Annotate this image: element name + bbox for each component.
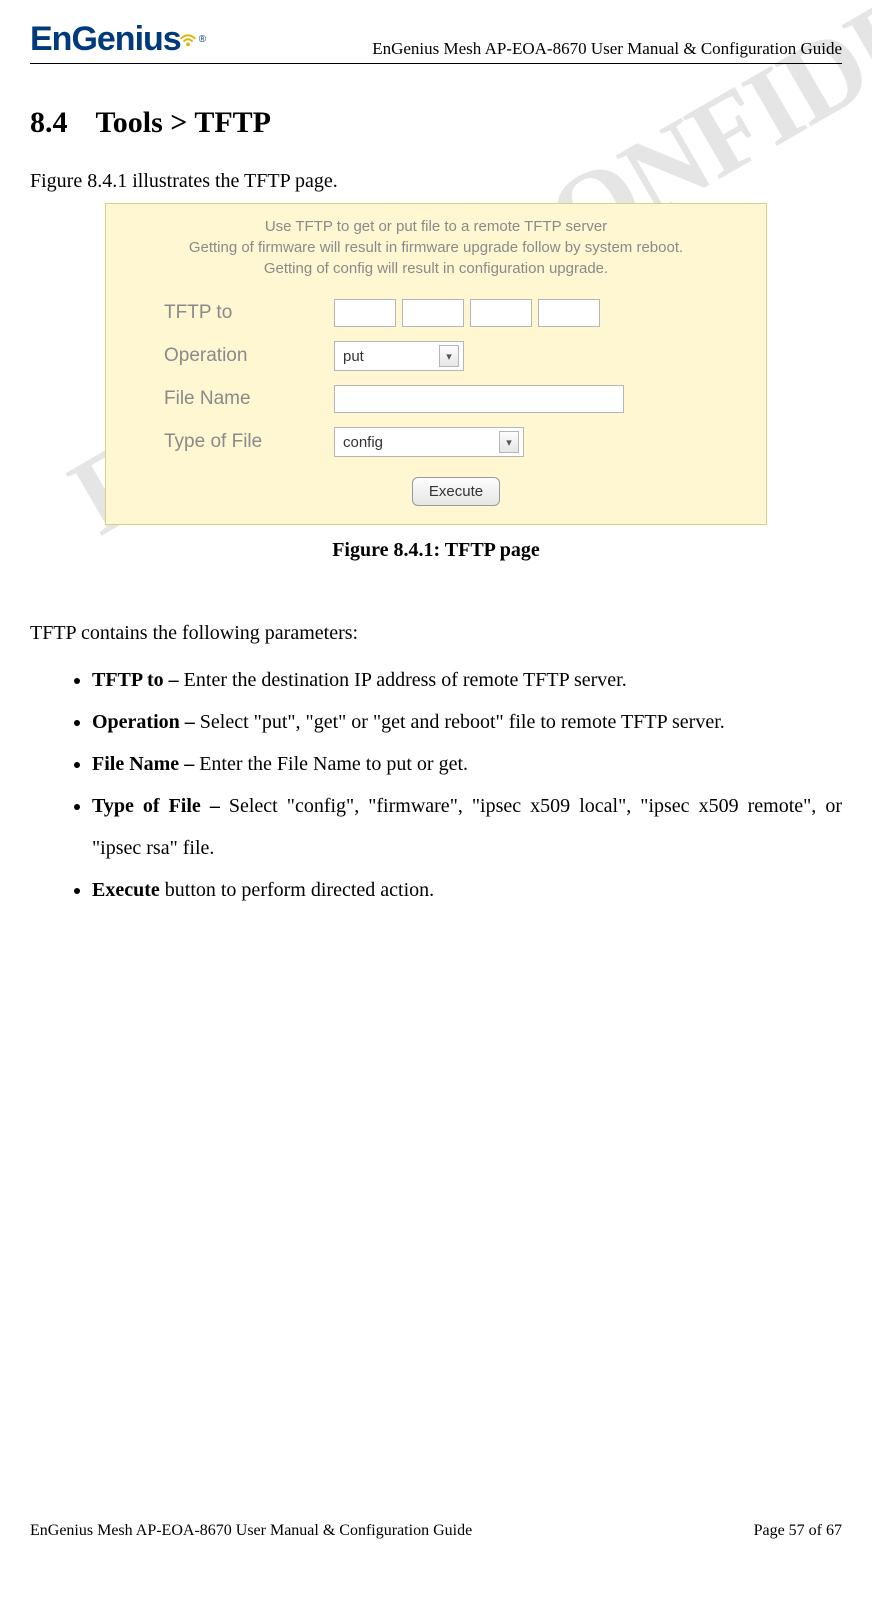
logo-text-genius: Genius [71, 20, 180, 58]
list-item: Operation – Select "put", "get" or "get … [92, 701, 842, 743]
file-name-input[interactable] [334, 385, 624, 413]
bullet-bold: File Name – [92, 753, 199, 775]
figure-caption: Figure 8.4.1: TFTP page [30, 539, 842, 562]
list-item: TFTP to – Enter the destination IP addre… [92, 659, 842, 701]
bullet-rest: button to perform directed action. [165, 879, 434, 901]
note-line-3: Getting of config will result in configu… [124, 260, 748, 277]
label-file-name: File Name [164, 388, 324, 410]
note-line-1: Use TFTP to get or put file to a remote … [124, 218, 748, 235]
type-of-file-select[interactable]: config ▾ [334, 427, 524, 457]
chevron-down-icon: ▾ [439, 345, 459, 367]
page-footer: EnGenius Mesh AP-EOA-8670 User Manual & … [30, 1522, 842, 1540]
footer-left: EnGenius Mesh AP-EOA-8670 User Manual & … [30, 1522, 472, 1540]
footer-right: Page 57 of 67 [754, 1522, 842, 1540]
page-container: EnGenius ® EnGenius Mesh AP-EOA-8670 Use… [0, 0, 872, 1560]
execute-button[interactable]: Execute [412, 477, 500, 506]
figure-wrapper: Use TFTP to get or put file to a remote … [30, 203, 842, 525]
tftp-form: TFTP to Operation put ▾ File Name [124, 299, 748, 506]
parameter-list: TFTP to – Enter the destination IP addre… [30, 659, 842, 911]
wifi-icon [177, 26, 199, 48]
execute-row: Execute [164, 477, 748, 506]
intro-text: Figure 8.4.1 illustrates the TFTP page. [30, 170, 842, 193]
bullet-rest: Enter the File Name to put or get. [199, 753, 468, 775]
tftp-form-screenshot: Use TFTP to get or put file to a remote … [105, 203, 767, 525]
ip-octet-1-input[interactable] [334, 299, 396, 327]
bullet-bold: Type of File – [92, 795, 229, 817]
section-title: Tools > TFTP [96, 106, 272, 140]
list-item: Execute button to perform directed actio… [92, 869, 842, 911]
params-intro: TFTP contains the following parameters: [30, 622, 842, 645]
tftp-to-ip-group [334, 299, 748, 327]
bullet-bold: TFTP to – [92, 669, 184, 691]
label-tftp-to: TFTP to [164, 302, 324, 324]
ip-octet-3-input[interactable] [470, 299, 532, 327]
brand-logo: EnGenius ® [30, 20, 206, 59]
chevron-down-icon: ▾ [499, 431, 519, 453]
page-header: EnGenius ® EnGenius Mesh AP-EOA-8670 Use… [30, 20, 842, 64]
logo-text: EnGenius [30, 20, 181, 59]
note-line-2: Getting of firmware will result in firmw… [124, 239, 748, 256]
label-operation: Operation [164, 345, 324, 367]
list-item: File Name – Enter the File Name to put o… [92, 743, 842, 785]
type-of-file-select-value: config [343, 434, 383, 451]
section-number: 8.4 [30, 106, 68, 140]
ip-octet-4-input[interactable] [538, 299, 600, 327]
ip-octet-2-input[interactable] [402, 299, 464, 327]
label-type-of-file: Type of File [164, 431, 324, 453]
bullet-rest: Enter the destination IP address of remo… [184, 669, 627, 691]
operation-select-value: put [343, 348, 364, 365]
bullet-bold: Operation – [92, 711, 200, 733]
header-doc-title: EnGenius Mesh AP-EOA-8670 User Manual & … [372, 39, 842, 59]
bullet-rest: Select "put", "get" or "get and reboot" … [200, 711, 725, 733]
bullet-bold: Execute [92, 879, 165, 901]
list-item: Type of File – Select "config", "firmwar… [92, 785, 842, 869]
logo-text-en: En [30, 20, 71, 58]
operation-select[interactable]: put ▾ [334, 341, 464, 371]
section-heading: 8.4 Tools > TFTP [30, 106, 842, 140]
registered-mark: ® [199, 34, 206, 45]
